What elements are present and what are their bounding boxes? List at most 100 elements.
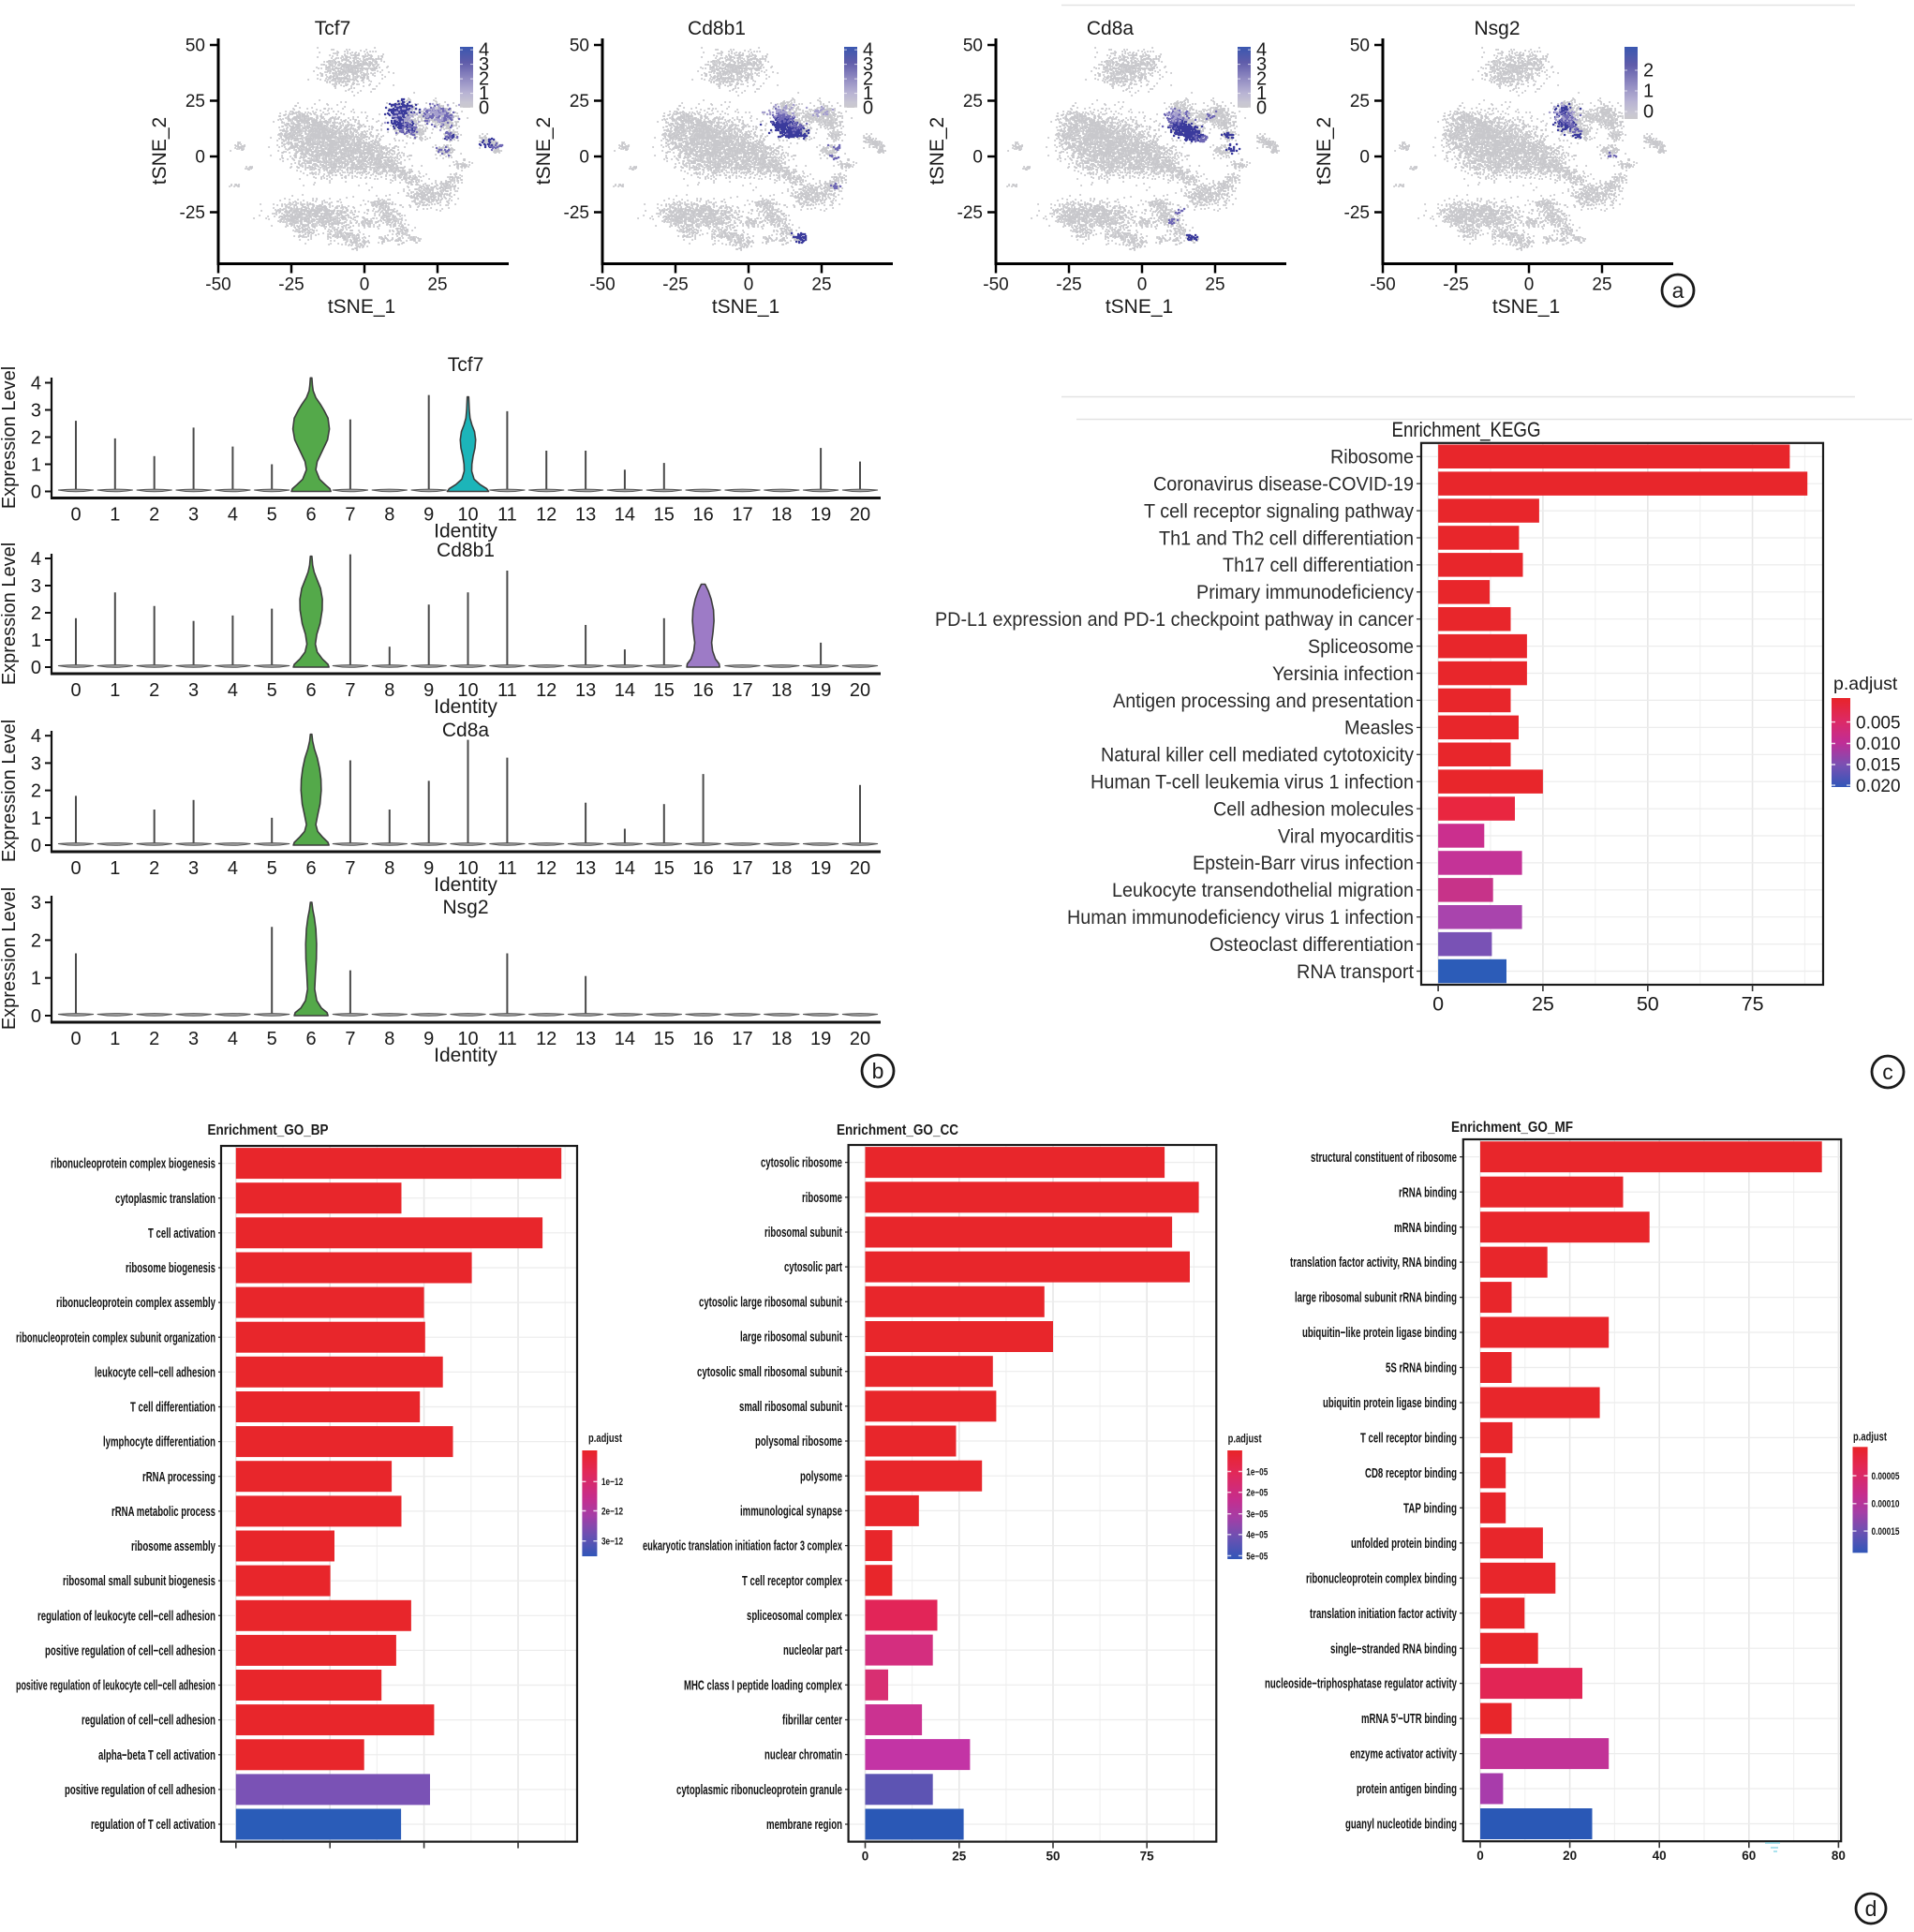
svg-text:nuclear chromatin: nuclear chromatin <box>764 1747 842 1763</box>
svg-text:50: 50 <box>1637 992 1659 1015</box>
svg-text:Enrichment_GO_BP: Enrichment_GO_BP <box>208 1122 329 1138</box>
svg-text:2: 2 <box>31 781 41 802</box>
svg-text:Nsg2: Nsg2 <box>442 897 488 918</box>
svg-text:1: 1 <box>110 1029 120 1049</box>
svg-text:polysome: polysome <box>800 1468 842 1484</box>
svg-text:14: 14 <box>615 505 635 526</box>
svg-text:0: 0 <box>1476 1849 1484 1863</box>
svg-text:4: 4 <box>479 40 489 61</box>
svg-text:0.020: 0.020 <box>1856 777 1901 796</box>
svg-text:Identity: Identity <box>434 696 497 718</box>
svg-text:7: 7 <box>345 680 355 701</box>
svg-text:1e−05: 1e−05 <box>1246 1466 1268 1478</box>
svg-text:protein antigen binding: protein antigen binding <box>1357 1781 1457 1797</box>
svg-text:2: 2 <box>149 505 159 526</box>
svg-text:Antigen processing and present: Antigen processing and presentation <box>1113 690 1414 712</box>
svg-text:2: 2 <box>863 69 873 90</box>
svg-text:4: 4 <box>1256 40 1267 61</box>
svg-text:0: 0 <box>1432 992 1444 1015</box>
svg-text:Expression Level: Expression Level <box>0 366 20 509</box>
svg-text:0: 0 <box>862 1849 869 1863</box>
svg-text:19: 19 <box>810 505 831 526</box>
svg-text:12: 12 <box>536 680 556 701</box>
svg-text:25: 25 <box>1205 275 1224 295</box>
svg-text:Human immunodeficiency virus 1: Human immunodeficiency virus 1 infection <box>1067 906 1414 929</box>
svg-text:Ribosome: Ribosome <box>1330 446 1414 468</box>
svg-text:tSNE_2: tSNE_2 <box>149 117 171 185</box>
svg-text:cytosolic large ribosomal subu: cytosolic large ribosomal subunit <box>699 1294 842 1310</box>
svg-text:ribosomal subunit: ribosomal subunit <box>764 1225 842 1241</box>
svg-text:11: 11 <box>497 680 517 701</box>
svg-text:8: 8 <box>384 680 394 701</box>
svg-text:3: 3 <box>31 576 41 597</box>
svg-text:25: 25 <box>952 1849 967 1863</box>
svg-text:0: 0 <box>1256 98 1267 119</box>
svg-text:Spliceosome: Spliceosome <box>1308 635 1414 658</box>
svg-text:-25: -25 <box>180 203 205 223</box>
svg-text:13: 13 <box>575 680 596 701</box>
svg-text:ribosome assembly: ribosome assembly <box>131 1538 215 1554</box>
svg-text:20: 20 <box>850 1029 870 1049</box>
svg-text:4: 4 <box>228 505 238 526</box>
svg-text:Human T-cell leukemia virus 1: Human T-cell leukemia virus 1 infection <box>1091 771 1414 794</box>
svg-text:25: 25 <box>1350 92 1370 111</box>
svg-text:0: 0 <box>70 680 81 701</box>
svg-text:7: 7 <box>345 1029 355 1049</box>
svg-text:5: 5 <box>267 858 277 879</box>
svg-text:75: 75 <box>1140 1849 1155 1863</box>
svg-text:Identity: Identity <box>434 521 497 542</box>
svg-text:10: 10 <box>457 858 478 879</box>
svg-text:Coronavirus disease-COVID-19: Coronavirus disease-COVID-19 <box>1153 473 1414 496</box>
svg-text:Osteoclast differentiation: Osteoclast differentiation <box>1209 933 1414 956</box>
svg-text:enzyme activator activity: enzyme activator activity <box>1350 1746 1457 1762</box>
svg-text:4: 4 <box>863 40 873 61</box>
svg-text:b: b <box>872 1059 884 1083</box>
svg-text:T cell receptor complex: T cell receptor complex <box>742 1573 842 1589</box>
svg-text:11: 11 <box>497 858 517 879</box>
svg-text:Cd8a: Cd8a <box>1087 18 1135 39</box>
svg-text:18: 18 <box>771 505 792 526</box>
svg-text:12: 12 <box>536 505 556 526</box>
svg-text:6: 6 <box>306 1029 317 1049</box>
svg-text:2: 2 <box>149 1029 159 1049</box>
svg-text:3: 3 <box>479 54 489 75</box>
svg-text:12: 12 <box>536 1029 556 1049</box>
svg-text:leukocyte cell−cell adhesion: leukocyte cell−cell adhesion <box>95 1364 215 1380</box>
svg-text:0: 0 <box>70 858 81 879</box>
svg-text:4: 4 <box>31 549 41 570</box>
svg-text:regulation of leukocyte cell−c: regulation of leukocyte cell−cell adhesi… <box>37 1608 215 1624</box>
svg-text:-50: -50 <box>205 275 230 295</box>
svg-text:tSNE_2: tSNE_2 <box>927 117 948 185</box>
svg-text:50: 50 <box>185 37 205 56</box>
svg-text:50: 50 <box>1350 37 1370 56</box>
svg-text:PD-L1 expression and PD-1 chec: PD-L1 expression and PD-1 checkpoint pat… <box>935 608 1414 631</box>
svg-text:0: 0 <box>1359 148 1370 168</box>
svg-text:2: 2 <box>479 69 489 90</box>
svg-text:0: 0 <box>1524 275 1535 295</box>
svg-text:single−stranded RNA binding: single−stranded RNA binding <box>1330 1641 1457 1657</box>
svg-text:80: 80 <box>1832 1849 1846 1863</box>
svg-text:p.adjust: p.adjust <box>1833 674 1898 694</box>
svg-text:25: 25 <box>570 92 589 111</box>
svg-text:15: 15 <box>654 505 675 526</box>
svg-text:Enrichment_GO_CC: Enrichment_GO_CC <box>837 1122 958 1138</box>
svg-text:p.adjust: p.adjust <box>1853 1429 1887 1443</box>
svg-text:tSNE_1: tSNE_1 <box>328 296 395 318</box>
svg-text:rRNA metabolic process: rRNA metabolic process <box>111 1504 215 1520</box>
svg-text:15: 15 <box>654 680 675 701</box>
svg-text:tSNE_1: tSNE_1 <box>1105 296 1173 318</box>
svg-text:positive regulation of cell−ce: positive regulation of cell−cell adhesio… <box>45 1643 215 1659</box>
svg-text:17: 17 <box>732 858 752 879</box>
svg-text:p.adjust: p.adjust <box>588 1431 622 1445</box>
svg-text:0: 0 <box>1643 102 1654 123</box>
svg-text:-25: -25 <box>278 275 304 295</box>
svg-text:1: 1 <box>479 83 489 104</box>
svg-text:16: 16 <box>692 680 713 701</box>
svg-text:2: 2 <box>31 930 41 951</box>
svg-text:9: 9 <box>423 1029 434 1049</box>
svg-text:40: 40 <box>1653 1849 1667 1863</box>
svg-text:p.adjust: p.adjust <box>1228 1432 1262 1446</box>
svg-text:Measles: Measles <box>1344 717 1414 739</box>
svg-text:ribosome biogenesis: ribosome biogenesis <box>126 1260 215 1276</box>
svg-text:ubiquitin−like protein ligase: ubiquitin−like protein ligase binding <box>1302 1325 1457 1341</box>
